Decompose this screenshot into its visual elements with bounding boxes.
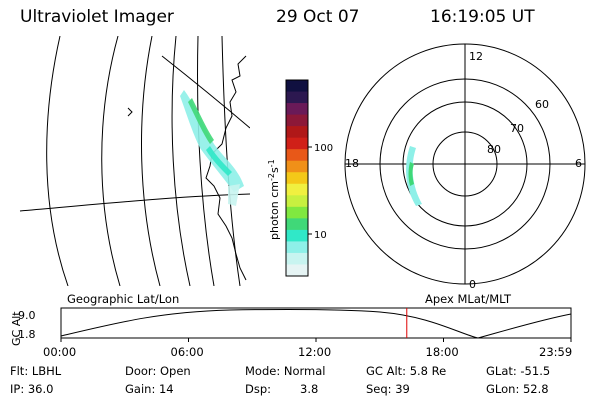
mlt-label-0: 0 [469,278,476,291]
mlat-label-80: 80 [487,143,501,156]
latitude-line [19,193,250,212]
longitude-line [197,36,215,286]
timeline-x-tick-label: 18:00 [425,345,459,359]
longitude-line [101,36,121,286]
mlat-label-60: 60 [535,98,549,111]
mlt-label-12: 12 [469,50,483,63]
timeline-right-title: Apex MLat/MLT [425,292,512,306]
instrument-title: Ultraviolet Imager [20,7,174,27]
latitude-line [161,55,250,129]
longitude-line [46,36,69,286]
timeline-x-ticks [60,338,572,342]
aurora-emission-polar [406,146,422,206]
geographic-map [19,36,250,286]
status-glat: GLat: -51.5 [486,364,551,378]
status-door: Door: Open [125,364,191,378]
date-label: 29 Oct 07 [276,7,360,27]
polar-plot: 12 18 6 0 60 70 80 [344,43,586,291]
colorbar-gradient [286,80,308,277]
colorbar-swatch [286,149,308,162]
status-gc-alt: GC Alt: 5.8 Re [366,364,447,378]
timeline-x-tick-label: 06:00 [170,345,204,359]
mlt-label-18: 18 [345,157,359,170]
orbit-timeline: GC Alt 9.0 1.8 [10,307,572,346]
colorbar-tick-10: 10 [314,230,327,241]
colorbar-swatch [286,195,308,208]
altitude-curve [60,308,572,339]
colorbar-swatch [286,241,308,254]
colorbar-swatch [286,114,308,127]
colorbar-swatch [286,126,308,139]
longitude-line [141,36,161,286]
colorbar-swatch [286,218,308,231]
colorbar-swatch [286,160,308,173]
colorbar-swatch [286,91,308,104]
timeline-x-tick-label: 12:00 [298,345,332,359]
status-glon: GLon: 52.8 [486,382,549,396]
colorbar-swatch [286,172,308,185]
mark-tick [127,107,133,117]
colorbar-swatch [286,252,308,265]
status-seq: Seq: 39 [366,382,410,396]
colorbar-swatch [286,264,308,277]
timeline-x-tick-label: 00:00 [43,345,77,359]
status-dsp-value: 3.8 [300,382,319,396]
timeline-y-max: 9.0 [18,309,36,322]
colorbar-swatch [286,80,308,93]
timeline-y-min: 1.8 [18,328,36,341]
colorbar: 100 10 photon cm-2s-1 [267,79,333,277]
longitude-line [171,36,191,286]
colorbar-swatch [286,183,308,196]
status-filter: Flt: LBHL [10,364,62,378]
colorbar-tick-100: 100 [314,143,333,154]
aurora-emission-map [180,90,244,206]
colorbar-swatch [286,137,308,150]
colorbar-swatch [286,206,308,219]
timeline-x-tick-label: 23:59 [539,345,573,359]
colorbar-unit-label: photon cm-2s-1 [267,159,281,240]
timeline-left-title: Geographic Lat/Lon [67,292,180,306]
status-dsp-label: Dsp: [245,382,272,396]
time-label: 16:19:05 UT [430,7,535,27]
timeline-y-axis-label: GC Alt [10,311,23,346]
colorbar-swatch [286,103,308,116]
status-gain: Gain: 14 [125,382,174,396]
colorbar-swatch [286,229,308,242]
status-mode: Mode: Normal [245,364,326,378]
mlt-label-6: 6 [575,157,582,170]
mlat-label-70: 70 [510,122,524,135]
status-ip: IP: 36.0 [10,382,54,396]
